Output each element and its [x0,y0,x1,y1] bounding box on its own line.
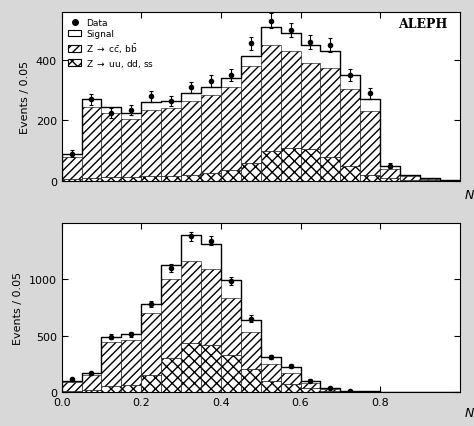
Bar [320,69,340,157]
Bar [101,178,121,181]
Bar [62,180,82,181]
Bar [121,385,141,392]
Bar [101,386,121,392]
Bar [121,120,141,178]
Bar [281,148,301,181]
Bar [281,384,301,392]
Bar [241,369,261,392]
Bar [400,177,420,180]
Bar [82,107,101,178]
Text: ALEPH: ALEPH [399,18,448,31]
Bar [141,313,161,375]
Bar [281,373,301,384]
Bar [161,109,181,177]
Bar [241,332,261,369]
Bar [161,279,181,358]
Bar [181,344,201,392]
Bar [62,382,82,391]
Bar [201,345,221,392]
Bar [221,88,241,171]
Bar [261,46,281,151]
Bar [301,64,320,150]
Text: $N_{\mu}$: $N_{\mu}$ [464,406,474,422]
Bar [380,179,400,181]
Bar [360,176,380,181]
Bar [221,355,241,392]
Bar [320,389,340,391]
Bar [221,299,241,355]
Y-axis label: Events / 0.05: Events / 0.05 [13,271,23,344]
Bar [141,111,161,177]
Bar [141,177,161,181]
Bar [360,112,380,176]
Bar [261,381,281,392]
Bar [101,114,121,178]
Bar [340,166,360,181]
Bar [380,169,400,179]
Bar [400,180,420,181]
Bar [82,178,101,181]
Bar [301,389,320,392]
Bar [201,270,221,345]
Bar [201,174,221,181]
Bar [141,375,161,392]
Bar [62,157,82,180]
Bar [261,151,281,181]
Bar [161,358,181,392]
Bar [121,178,141,181]
Bar [101,343,121,386]
Bar [301,150,320,181]
Bar [82,375,101,390]
Bar [241,163,261,181]
Bar [221,171,241,181]
Bar [340,391,360,392]
Text: $N_e$: $N_e$ [464,188,474,203]
Bar [181,175,201,181]
Bar [62,391,82,392]
Bar [181,262,201,344]
Bar [320,157,340,181]
Bar [241,67,261,163]
Bar [420,179,440,181]
Bar [121,340,141,385]
Legend: Data, Signal, Z $\rightarrow$ c$\bar{\rm c}$, b$\bar{\rm b}$, Z $\rightarrow$ uu: Data, Signal, Z $\rightarrow$ c$\bar{\rm… [66,17,156,72]
Bar [261,364,281,381]
Bar [281,52,301,148]
Bar [340,89,360,166]
Bar [301,383,320,389]
Bar [181,101,201,175]
Y-axis label: Events / 0.05: Events / 0.05 [20,60,30,133]
Bar [161,177,181,181]
Bar [201,95,221,174]
Bar [320,391,340,392]
Bar [82,390,101,392]
